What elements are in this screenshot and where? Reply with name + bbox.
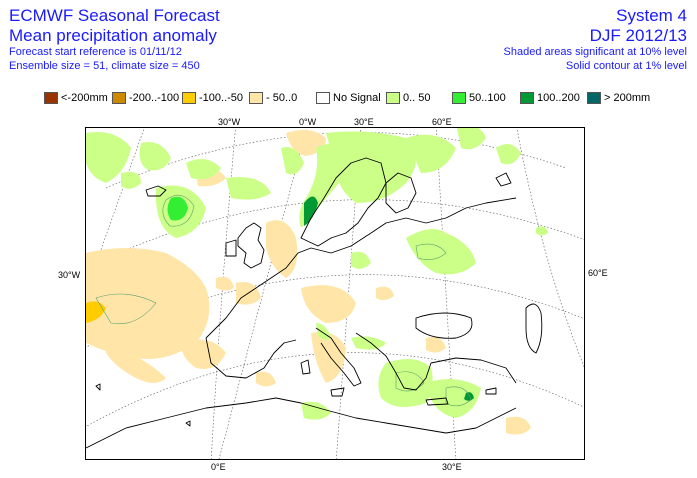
left-lon-label: 30°W [58,270,81,280]
top-lon-label: 30°E [354,117,374,127]
wet-anomaly-core [167,196,188,221]
legend-item: -200..-100 [112,91,179,105]
positive-anomaly-areas [86,128,548,420]
legend-item: 100..200 [520,91,580,105]
legend-item: > 200mm [587,91,650,105]
legend-swatch [452,92,466,104]
header-title: ECMWF Seasonal Forecast [9,6,220,25]
significance-note: Shaded areas significant at 10% level [503,46,687,58]
legend-swatch [587,92,601,104]
legend-label: - 50..0 [266,92,298,104]
right-lon-label: 60°E [588,268,608,278]
season-label: DJF 2012/13 [589,26,687,45]
legend-item: 50..100 [452,91,506,105]
ensemble-size-text: Ensemble size = 51, climate size = 450 [9,60,200,72]
legend-label: 0.. 50 [403,92,431,104]
significance-contours [95,194,472,407]
legend-swatch [520,92,534,104]
legend-label: <-200mm [61,92,108,104]
system-label: System 4 [616,6,687,25]
top-lon-label: 0°W [299,117,317,127]
contour-note: Solid contour at 1% level [565,60,687,72]
negative-anomaly-areas [86,129,531,435]
legend-swatch [182,92,196,104]
precipitation-anomaly-map [85,127,585,460]
bottom-lon-label: 0°E [211,462,226,472]
legend-label: -100..-50 [199,92,244,104]
legend-swatch [249,92,263,104]
bottom-lon-label: 30°E [442,462,462,472]
legend-label: No Signal [333,92,381,104]
legend-item: -100..-50 [182,91,243,105]
legend-swatch [386,92,400,104]
legend-swatch [112,92,126,104]
legend-swatch [44,92,58,104]
top-lon-label: 30°W [218,117,241,127]
legend-label: > 200mm [604,92,651,104]
legend-label: 100..200 [537,92,580,104]
map-svg [86,128,584,459]
legend-item: - 50..0 [249,91,297,105]
norway-wet-core [304,196,318,226]
legend-item: No Signal [316,91,381,105]
legend-item: <-200mm [44,91,108,105]
legend-swatch [316,92,330,104]
header-subtitle: Mean precipitation anomaly [9,26,217,45]
legend-label: 50..100 [469,92,506,104]
legend-item: 0.. 50 [386,91,431,105]
coastlines [86,157,543,449]
forecast-start-text: Forecast start reference is 01/11/12 [9,46,182,58]
crete-wet-core [464,392,474,401]
top-lon-label: 60°E [432,117,452,127]
legend-label: -200..-100 [129,92,180,104]
